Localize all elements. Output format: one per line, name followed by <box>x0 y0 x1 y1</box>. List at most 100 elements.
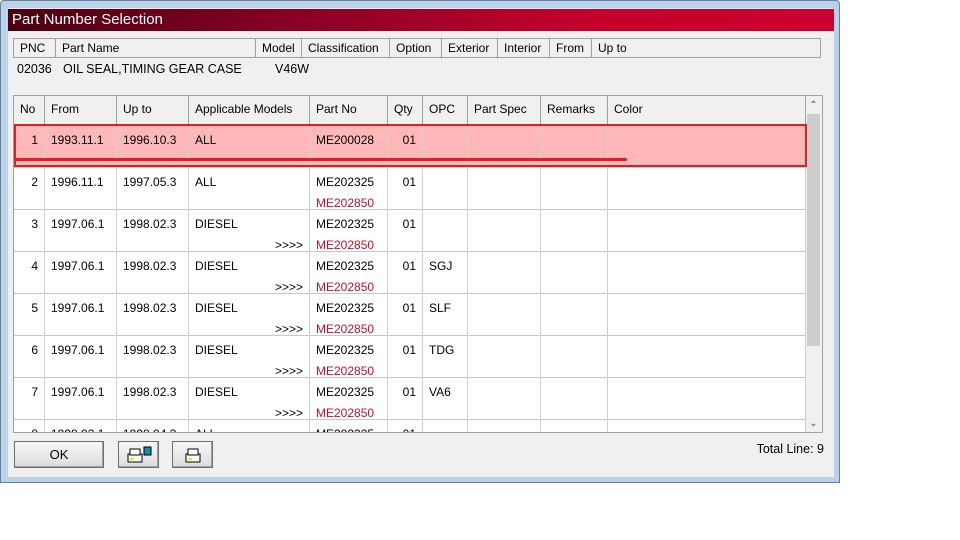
column-header-from[interactable]: From <box>45 96 117 125</box>
part-grid: ⌃ ⌄ No From Up to Applicable Models Part No Q… <box>13 95 823 433</box>
printer-screen-icon <box>127 446 151 463</box>
cell-text: 01 <box>402 385 416 399</box>
column-header-no[interactable]: No <box>14 96 45 125</box>
cell-opc <box>423 210 468 252</box>
cell-opc <box>423 168 468 210</box>
cell-text: 1998.02.3 <box>123 343 177 357</box>
vertical-scrollbar[interactable]: ⌃ ⌄ <box>805 96 822 432</box>
more-models-indicator[interactable]: >>>> <box>274 280 303 294</box>
cell-text: 1997.05.3 <box>123 175 177 189</box>
cell-text: 1996.11.1 <box>51 175 104 189</box>
more-models-indicator[interactable]: >>>> <box>274 238 303 252</box>
cell-remarks <box>541 210 608 252</box>
cell-text: 01 <box>402 301 416 315</box>
cell-remarks <box>541 294 608 336</box>
cell-text: ME202325 <box>316 259 375 273</box>
cell-remarks <box>541 252 608 294</box>
table-row[interactable]: 6 1997.06.1 1998.02.3 DIESEL >>>> ME202325 ME2… <box>14 336 806 378</box>
print-button[interactable] <box>172 441 213 468</box>
cell-part_no: ME202325 ME202850 <box>310 336 388 378</box>
cell-text: 7 <box>31 385 38 399</box>
cell-models: DIESEL >>>> <box>189 336 310 378</box>
cell-models: DIESEL >>>> <box>189 210 310 252</box>
cell-opc <box>423 420 468 432</box>
cell-text: TDG <box>429 343 455 357</box>
alternate-part-no: ME202850 <box>316 364 375 378</box>
column-header-part-no[interactable]: Part No <box>310 96 388 125</box>
cell-text: DIESEL <box>195 217 238 231</box>
cell-remarks <box>541 378 608 420</box>
scrollbar-thumb[interactable] <box>807 114 820 346</box>
cell-text: DIESEL <box>195 343 238 357</box>
cell-upto: 1998.02.3 <box>117 378 189 420</box>
scroll-down-icon[interactable]: ⌄ <box>809 418 818 429</box>
scroll-up-icon[interactable]: ⌃ <box>809 100 818 111</box>
table-row[interactable]: 8 1998.03.1 1998.04.3 ALL ME202325 01 <box>14 420 806 432</box>
part-header-col-interior: Interior <box>497 38 549 58</box>
cell-no: 1 <box>14 126 45 168</box>
cell-upto: 1996.10.3 <box>117 126 189 168</box>
cell-from: 1993.11.1 <box>45 126 117 168</box>
cell-part-spec <box>468 168 541 210</box>
printer-icon <box>185 448 200 463</box>
more-models-indicator[interactable]: >>>> <box>274 322 303 336</box>
cell-text: 1998.02.3 <box>123 301 177 315</box>
column-header-applicable-models[interactable]: Applicable Models <box>189 96 310 125</box>
cell-qty: 01 <box>388 168 423 210</box>
cell-from: 1997.06.1 <box>45 336 117 378</box>
cell-text: 01 <box>402 259 416 273</box>
column-header-up-to[interactable]: Up to <box>117 96 189 125</box>
part-header-col-from: From <box>549 38 591 58</box>
more-models-indicator[interactable]: >>>> <box>274 406 303 420</box>
cell-upto: 1997.05.3 <box>117 168 189 210</box>
cell-part-spec <box>468 420 541 432</box>
cell-opc: SGJ <box>423 252 468 294</box>
cell-qty: 01 <box>388 126 423 168</box>
cell-text: 1997.06.1 <box>51 301 105 315</box>
cell-models: DIESEL >>>> <box>189 252 310 294</box>
table-row[interactable]: 2 1996.11.1 1997.05.3 ALL ME202325 ME202850 01 <box>14 168 806 210</box>
ok-button[interactable]: OK <box>14 441 104 468</box>
part-name-value: OIL SEAL,TIMING GEAR CASE <box>63 62 242 76</box>
column-header-qty[interactable]: Qty <box>388 96 423 125</box>
cell-color <box>608 168 806 210</box>
part-header-col-part-name: Part Name <box>55 38 255 58</box>
column-header-remarks[interactable]: Remarks <box>541 96 608 125</box>
column-header-color[interactable]: Color <box>608 96 806 125</box>
cell-text: ME202325 <box>316 217 375 231</box>
cell-text: ALL <box>195 133 217 147</box>
cell-models: DIESEL >>>> <box>189 378 310 420</box>
cell-text: 1 <box>31 133 38 147</box>
cell-no: 4 <box>14 252 45 294</box>
cell-text: 1993.11.1 <box>51 133 104 147</box>
cell-part_no: ME202325 ME202850 <box>310 294 388 336</box>
cell-from: 1997.06.1 <box>45 210 117 252</box>
table-row[interactable]: 4 1997.06.1 1998.02.3 DIESEL >>>> ME202325 ME2… <box>14 252 806 294</box>
cell-upto: 1998.02.3 <box>117 252 189 294</box>
print-preview-button[interactable] <box>118 441 159 468</box>
more-models-indicator[interactable]: >>>> <box>274 364 303 378</box>
table-row[interactable]: 7 1997.06.1 1998.02.3 DIESEL >>>> ME202325 ME2… <box>14 378 806 420</box>
cell-remarks <box>541 336 608 378</box>
table-row[interactable]: 3 1997.06.1 1998.02.3 DIESEL >>>> ME202325 ME2… <box>14 210 806 252</box>
cell-text: ME202325 <box>316 301 375 315</box>
column-header-part-spec[interactable]: Part Spec <box>468 96 541 125</box>
cell-no: 5 <box>14 294 45 336</box>
cell-remarks <box>541 168 608 210</box>
cell-color <box>608 294 806 336</box>
cell-from: 1997.06.1 <box>45 378 117 420</box>
table-row[interactable]: 1 1993.11.1 1996.10.3 ALL ME200028 01 <box>14 126 806 168</box>
cell-text: ME202325 <box>316 424 381 432</box>
cell-text: 1998.03.1 <box>51 424 110 432</box>
cell-from: 1997.06.1 <box>45 294 117 336</box>
cell-color <box>608 378 806 420</box>
cell-opc: TDG <box>423 336 468 378</box>
column-header-opc[interactable]: OPC <box>423 96 468 125</box>
cell-text: ME202325 <box>316 175 375 189</box>
cell-no: 6 <box>14 336 45 378</box>
part-header-col-model: Model <box>255 38 301 58</box>
cell-no: 2 <box>14 168 45 210</box>
cell-text: ALL <box>195 424 303 432</box>
cell-text: ALL <box>195 175 217 189</box>
table-row[interactable]: 5 1997.06.1 1998.02.3 DIESEL >>>> ME202325 ME2… <box>14 294 806 336</box>
